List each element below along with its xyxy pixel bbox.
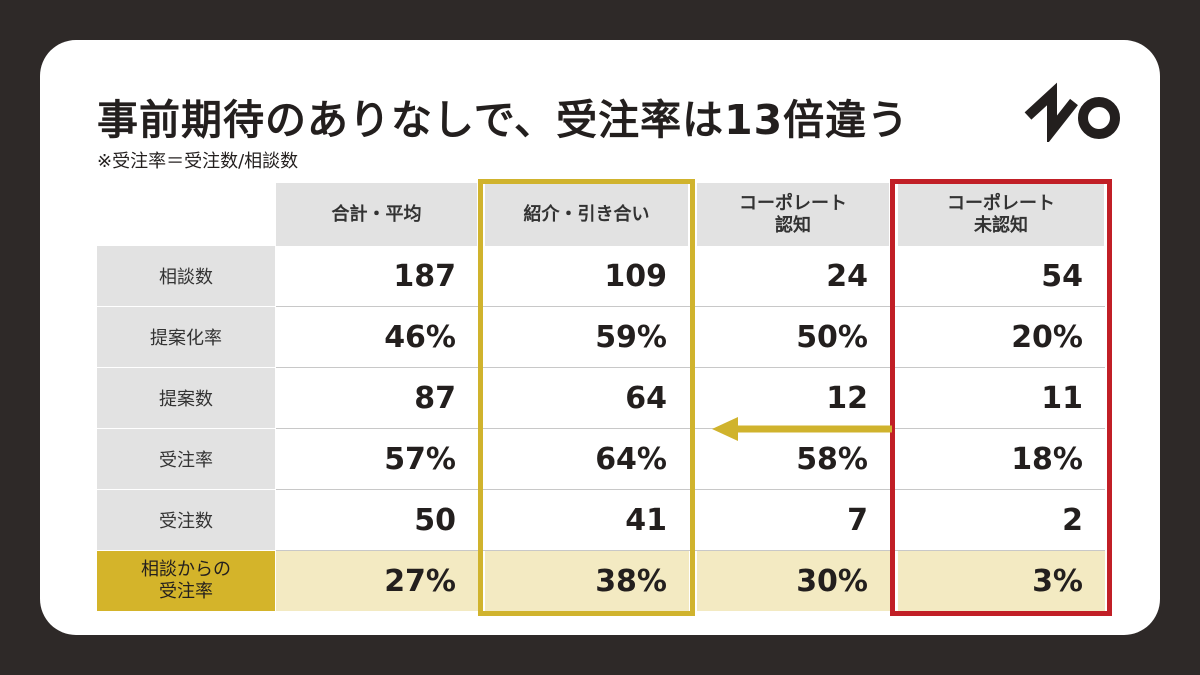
row-label: 相談数: [97, 246, 275, 306]
row-label: 受注数: [97, 490, 275, 550]
table-cell: 50%: [796, 319, 868, 355]
table-cell: 57%: [384, 441, 456, 477]
table-cell: 7: [847, 502, 868, 538]
table-cell: 54: [1041, 258, 1083, 294]
table-cell: 30%: [697, 551, 890, 611]
table-cell: 41: [625, 502, 667, 538]
column-header: コーポレート 未認知: [898, 183, 1104, 246]
table-cell: 58%: [796, 441, 868, 477]
table-cell: 24: [826, 258, 868, 294]
row-label: 提案数: [97, 368, 275, 428]
row-label: 提案化率: [97, 307, 275, 367]
row-label: 受注率: [97, 429, 275, 489]
table-cell: 18%: [1011, 441, 1083, 477]
table-cell: 109: [604, 258, 667, 294]
table-cell: 64: [625, 380, 667, 416]
table-cell: 64%: [595, 441, 667, 477]
table-cell: 46%: [384, 319, 456, 355]
table-cell: 11: [1041, 380, 1083, 416]
table-cell: 50: [414, 502, 456, 538]
table-cell: 3%: [898, 551, 1105, 611]
table-cell: 27%: [276, 551, 478, 611]
column-header: コーポレート 認知: [697, 183, 889, 246]
comparison-arrow-icon: [712, 417, 892, 441]
referral-column-highlight-frame: [478, 179, 695, 616]
brand-logo-icon: [1024, 82, 1120, 142]
table-cell: 20%: [1011, 319, 1083, 355]
table-cell: 59%: [595, 319, 667, 355]
column-header: 合計・平均: [276, 183, 477, 246]
column-header: 紹介・引き合い: [485, 183, 688, 246]
row-label: 相談からの 受注率: [97, 551, 275, 611]
formula-note: ※受注率＝受注数/相談数: [97, 151, 299, 172]
table-cell: 87: [414, 380, 456, 416]
table-cell: 12: [826, 380, 868, 416]
table-cell: 187: [393, 258, 456, 294]
slide-title: 事前期待のありなしで、受注率は13倍違う: [97, 96, 910, 144]
unaware-column-highlight-frame: [890, 179, 1112, 616]
table-cell: 38%: [485, 551, 689, 611]
table-cell: 2: [1062, 502, 1083, 538]
